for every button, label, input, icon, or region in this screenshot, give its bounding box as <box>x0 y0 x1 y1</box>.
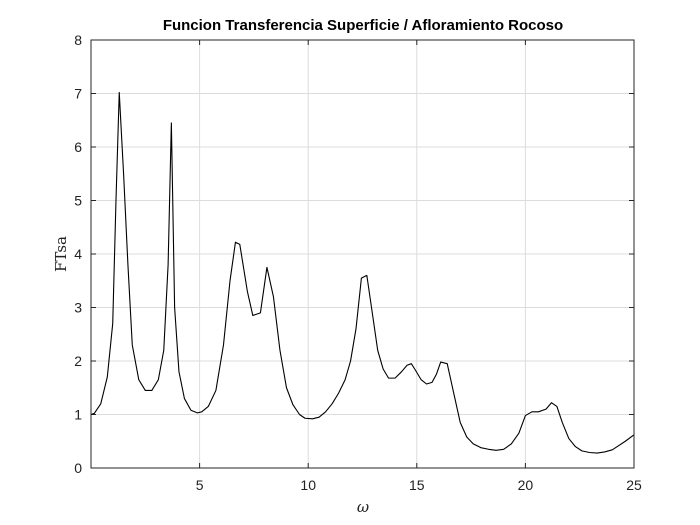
y-tick-label: 0 <box>74 460 82 476</box>
chart-title: Funcion Transferencia Superficie / Aflor… <box>163 17 563 34</box>
tick-layer: 5 10 15 20 25 0 1 2 3 4 5 6 7 8 <box>74 32 642 493</box>
y-tick-label: 7 <box>74 86 82 102</box>
y-tick-label: 6 <box>74 139 82 155</box>
x-tick-label: 25 <box>626 477 642 493</box>
plot-border <box>90 39 635 469</box>
x-tick-label: 5 <box>196 477 204 493</box>
x-axis-label: ω <box>357 498 369 516</box>
y-tick-label: 5 <box>74 193 82 209</box>
x-tick-label: 10 <box>300 477 316 493</box>
y-tick-label: 4 <box>74 246 82 262</box>
x-tick-label: 15 <box>409 477 425 493</box>
y-tick-label: 1 <box>74 407 82 423</box>
y-tick-label: 8 <box>74 32 82 48</box>
grid-layer <box>91 40 634 468</box>
y-tick-label: 2 <box>74 353 82 369</box>
y-axis-label: FTsa <box>52 236 70 272</box>
ftsa-series-line <box>90 91 635 454</box>
x-tick-label: 20 <box>518 477 534 493</box>
y-tick-label: 3 <box>74 300 82 316</box>
